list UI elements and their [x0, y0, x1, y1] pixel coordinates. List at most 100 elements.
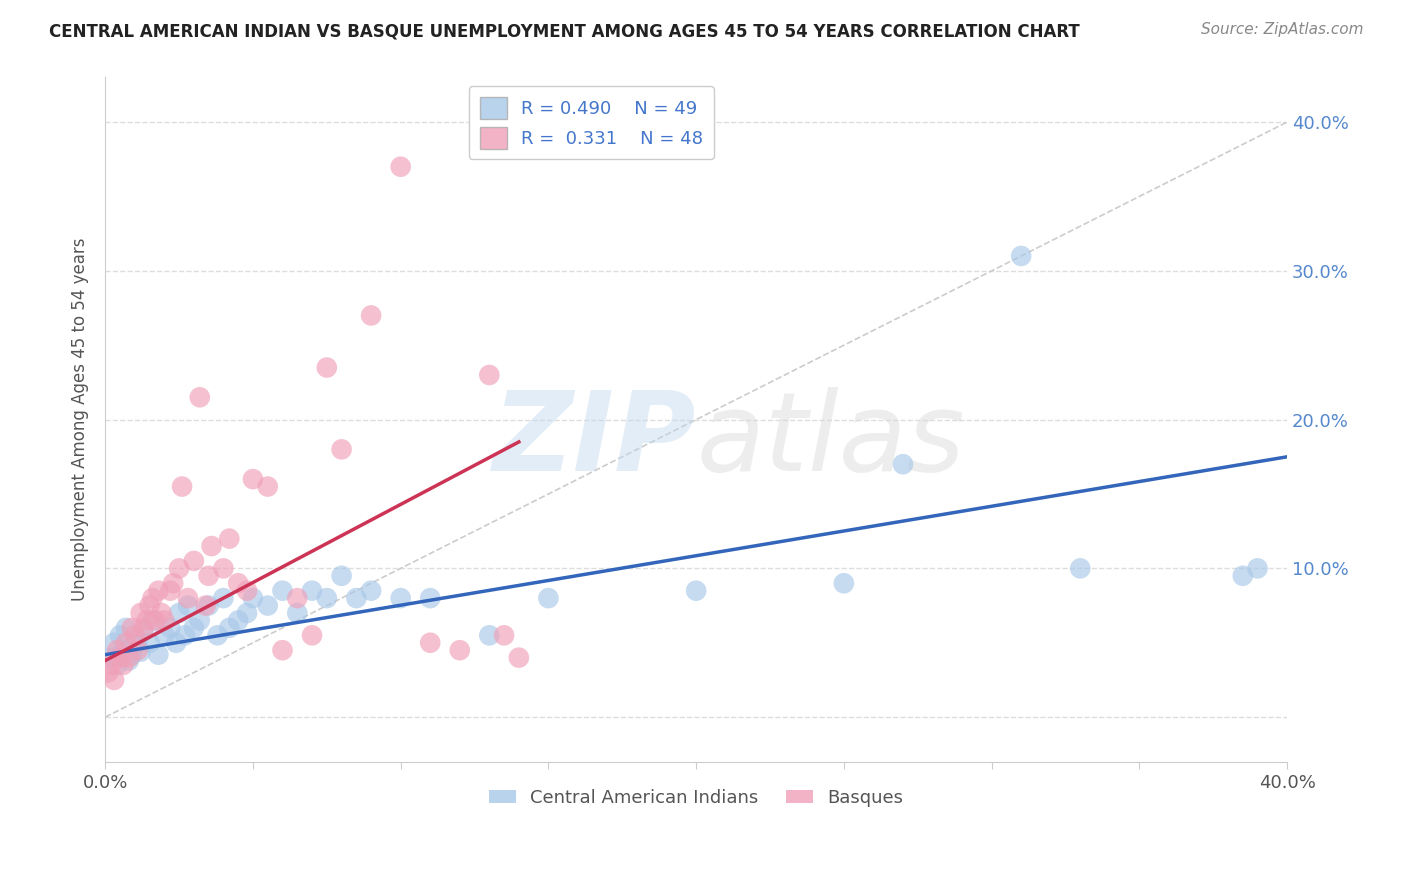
Point [256, 599, 278, 613]
Point [389, 160, 412, 174]
Point [132, 621, 155, 635]
Point [389, 591, 412, 606]
Point [360, 309, 382, 323]
Point [207, 628, 229, 642]
Point [301, 583, 323, 598]
Point [271, 643, 294, 657]
Point [330, 569, 353, 583]
Point [236, 583, 259, 598]
Point [508, 650, 530, 665]
Point [197, 569, 219, 583]
Point [285, 606, 308, 620]
Point [226, 614, 249, 628]
Point [129, 606, 152, 620]
Legend: Central American Indians, Basques: Central American Indians, Basques [482, 782, 911, 814]
Point [183, 621, 205, 635]
Point [285, 591, 308, 606]
Point [685, 583, 707, 598]
Point [271, 583, 294, 598]
Text: atlas: atlas [696, 386, 965, 493]
Point [344, 591, 367, 606]
Point [118, 650, 141, 665]
Point [167, 606, 190, 620]
Point [111, 643, 134, 657]
Point [135, 614, 157, 628]
Text: Source: ZipAtlas.com: Source: ZipAtlas.com [1201, 22, 1364, 37]
Point [115, 636, 138, 650]
Point [891, 457, 914, 471]
Point [103, 673, 125, 687]
Point [242, 472, 264, 486]
Point [330, 442, 353, 457]
Point [226, 576, 249, 591]
Point [177, 591, 200, 606]
Point [212, 561, 235, 575]
Point [124, 628, 146, 642]
Point [115, 621, 138, 635]
Point [1246, 561, 1268, 575]
Point [105, 658, 128, 673]
Point [108, 628, 131, 642]
Point [145, 614, 167, 628]
Point [127, 632, 149, 647]
Point [103, 636, 125, 650]
Point [138, 636, 160, 650]
Point [360, 583, 382, 598]
Point [121, 621, 143, 635]
Point [174, 628, 197, 642]
Point [200, 539, 222, 553]
Point [150, 606, 173, 620]
Point [100, 650, 122, 665]
Point [197, 599, 219, 613]
Point [121, 648, 143, 662]
Point [212, 591, 235, 606]
Point [170, 479, 193, 493]
Point [100, 658, 122, 673]
Point [124, 639, 146, 653]
Point [129, 645, 152, 659]
Point [242, 591, 264, 606]
Point [218, 621, 240, 635]
Point [188, 390, 211, 404]
Text: ZIP: ZIP [492, 386, 696, 493]
Point [1069, 561, 1091, 575]
Y-axis label: Unemployment Among Ages 45 to 54 years: Unemployment Among Ages 45 to 54 years [72, 238, 89, 601]
Point [218, 532, 240, 546]
Point [183, 554, 205, 568]
Point [478, 368, 501, 382]
Point [132, 624, 155, 638]
Point [1232, 569, 1254, 583]
Point [167, 561, 190, 575]
Point [111, 658, 134, 673]
Point [162, 576, 184, 591]
Point [127, 643, 149, 657]
Point [153, 628, 176, 642]
Point [315, 360, 337, 375]
Point [537, 591, 560, 606]
Point [449, 643, 471, 657]
Point [236, 606, 259, 620]
Point [1010, 249, 1032, 263]
Point [315, 591, 337, 606]
Point [494, 628, 516, 642]
Point [141, 614, 163, 628]
Point [256, 479, 278, 493]
Point [177, 599, 200, 613]
Point [832, 576, 855, 591]
Point [141, 591, 163, 606]
Point [165, 636, 187, 650]
Point [159, 583, 181, 598]
Point [148, 648, 170, 662]
Point [118, 654, 141, 668]
Text: CENTRAL AMERICAN INDIAN VS BASQUE UNEMPLOYMENT AMONG AGES 45 TO 54 YEARS CORRELA: CENTRAL AMERICAN INDIAN VS BASQUE UNEMPL… [49, 22, 1080, 40]
Point [153, 614, 176, 628]
Point [419, 591, 441, 606]
Point [105, 643, 128, 657]
Point [419, 636, 441, 650]
Point [301, 628, 323, 642]
Point [159, 621, 181, 635]
Point [108, 650, 131, 665]
Point [194, 599, 217, 613]
Point [148, 583, 170, 598]
Point [478, 628, 501, 642]
